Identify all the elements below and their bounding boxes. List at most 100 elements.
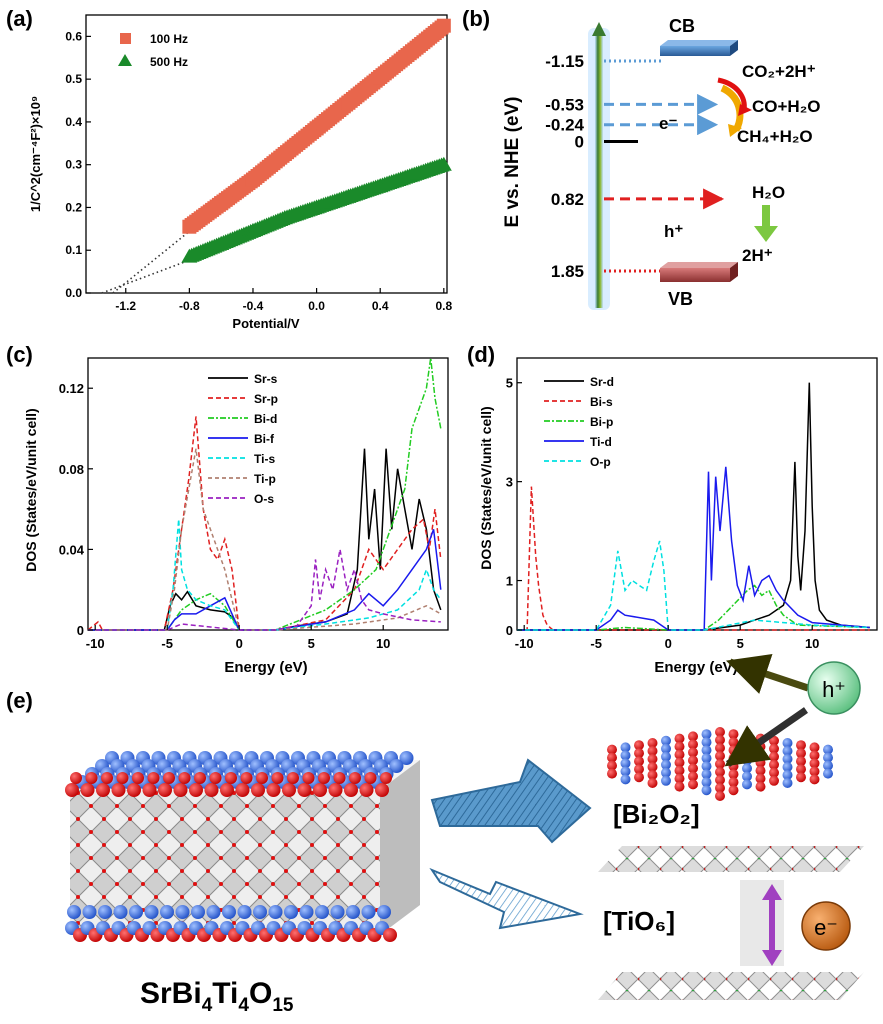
valence-band-block: [660, 262, 738, 282]
o-atom: [297, 783, 312, 797]
bi-atom: [782, 778, 793, 788]
bi-atom: [823, 752, 833, 763]
electron-transfer-arrowhead-down: [762, 950, 782, 966]
crystal-lattice-front: [70, 790, 380, 935]
dos-d-series-ti-d: [517, 466, 870, 631]
o-atom: [715, 751, 725, 761]
bi-atom: [661, 743, 671, 754]
bi-atom: [253, 905, 267, 919]
o-atom: [688, 731, 698, 742]
bi-atom: [782, 762, 793, 772]
dos-d-series-sr-d: [517, 382, 870, 631]
o-atom: [688, 763, 698, 774]
o-atom: [674, 733, 685, 744]
energy-level-label: -0.53: [545, 95, 584, 114]
dos-lines-c: [87, 357, 442, 631]
o-atom: [796, 772, 806, 783]
bi2o2-bottom-layer: [65, 905, 397, 942]
x-tick-label-a: -0.4: [243, 299, 264, 313]
o-atom: [769, 767, 779, 778]
o-atom: [607, 744, 617, 755]
dos-c-legend-label: Sr-p: [254, 392, 278, 406]
oxidation-arrow: [754, 205, 778, 242]
o-atom: [142, 783, 157, 797]
dos-d-legend-label: Sr-d: [590, 375, 614, 389]
dos-c-y-tick-label: 0.08: [59, 462, 84, 477]
bi-atom: [191, 905, 205, 919]
dos-c-series-bi-d: [88, 357, 442, 631]
bi-atom: [129, 905, 143, 919]
o-atom: [769, 775, 779, 786]
o-atom: [158, 783, 172, 797]
panel-a: (a) -1.2 -0.8 -0.4 0.0 0.4 0.8 0.00.10.20.30.…: [6, 6, 452, 331]
o-atom: [318, 772, 330, 784]
bi-atom: [377, 905, 391, 919]
o-atom: [715, 783, 725, 793]
plot-frame-a: [85, 14, 448, 294]
x-axis-label-a: Potential/V: [232, 316, 300, 331]
bi-atom: [237, 905, 252, 919]
bi-atom: [823, 760, 833, 771]
o-atom: [769, 759, 779, 770]
o-atom: [728, 769, 739, 780]
y-ticks-c: 0 0.04 0.08 0.12: [59, 381, 93, 638]
y-axis-label-a: 1/C^2(cm⁻⁴F²)×10⁹: [28, 96, 43, 212]
bi-atom: [315, 905, 329, 919]
o-atom: [715, 791, 725, 801]
o-atom: [178, 772, 191, 784]
dos-d-y-tick-label: 5: [506, 376, 513, 391]
o-atom: [147, 772, 160, 784]
bi2o2-top-layer: [65, 751, 414, 797]
bi-atom: [361, 905, 376, 919]
dos-d-x-tick-label: -10: [515, 636, 534, 651]
x-ticks-c: -10 -5 0 5 10: [86, 625, 390, 651]
o-atom: [375, 783, 389, 797]
y-tick-label-a: 0.6: [65, 29, 82, 43]
o-atom: [313, 783, 327, 797]
panel-label-b: (b): [462, 6, 490, 31]
y-tick-label-a: 0.4: [65, 115, 82, 129]
cb-label: CB: [669, 16, 695, 36]
bi-atom: [701, 745, 712, 756]
bi-atom: [113, 905, 128, 919]
o-atom: [85, 772, 98, 784]
dos-lines-d: [517, 382, 870, 631]
bi-atom: [620, 766, 631, 777]
bi-atom: [701, 753, 712, 764]
bi-atom: [299, 905, 314, 919]
o-atom: [607, 768, 617, 779]
y-axis-label-d: DOS (States/eV/unit cell): [478, 406, 494, 569]
o-atom: [674, 749, 685, 760]
panel-b: (b) E vs. NHE (eV) -1.15 -0.53 -0.240 0.82 1…: [462, 6, 820, 310]
o-atom: [674, 757, 685, 768]
bi-atom: [661, 775, 671, 786]
bi-atom: [82, 905, 97, 919]
o-atom: [809, 766, 820, 777]
panel-label-e: (e): [6, 688, 33, 713]
hole-label: h⁺: [664, 222, 683, 241]
dos-c-x-tick-label: 10: [376, 636, 390, 651]
o-atom: [809, 742, 820, 753]
o-atom: [344, 783, 358, 797]
o-atom: [769, 751, 779, 762]
dos-d-y-tick-label: 0: [506, 623, 513, 638]
energy-axis-bar: [595, 30, 603, 308]
dos-d-series-bi-p: [517, 584, 870, 631]
legend-c: Sr-s Sr-p Bi-d Bi-f Ti-s Ti-p O-s: [208, 372, 278, 506]
o-atom: [127, 783, 141, 797]
energy-level-label: -0.24: [545, 116, 584, 135]
o-atom: [634, 748, 644, 759]
o-atom: [80, 783, 95, 797]
energy-level-label: -1.15: [545, 52, 584, 71]
energy-axis-arrowhead: [592, 22, 606, 36]
o-atom: [755, 765, 766, 776]
energy-axis-label: E vs. NHE (eV): [502, 97, 523, 228]
bi-atom: [701, 777, 712, 788]
bi-atom: [742, 771, 752, 782]
o-atom: [220, 783, 234, 797]
o-atom: [755, 773, 766, 784]
dos-c-series-sr-p: [87, 416, 442, 631]
hole-migration-arrow-1: [726, 654, 810, 694]
o-atom: [755, 781, 766, 792]
o-atom: [688, 747, 698, 758]
